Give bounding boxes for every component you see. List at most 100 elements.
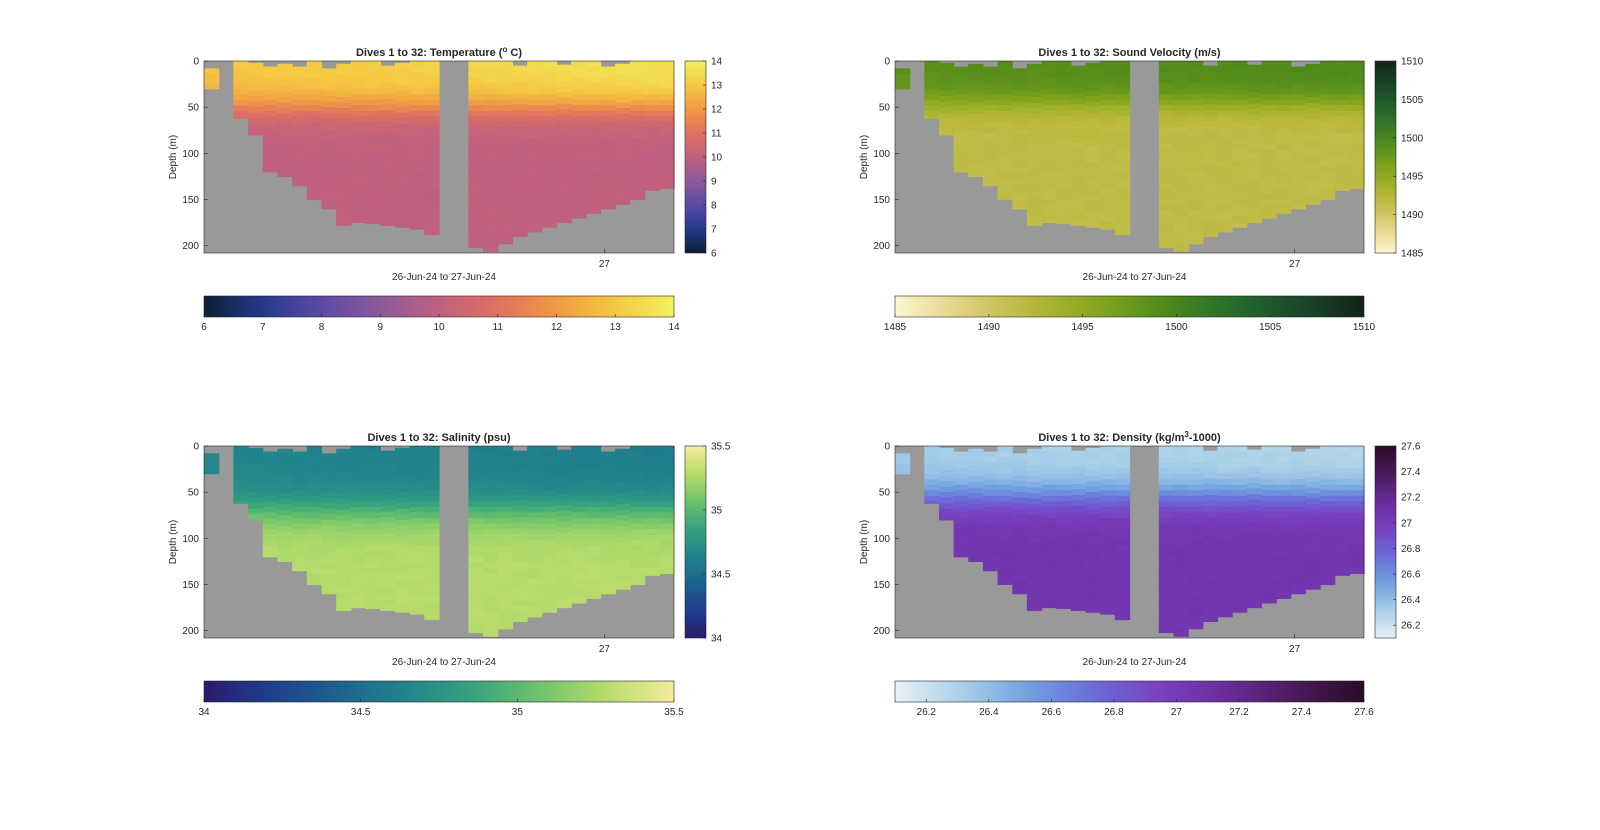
data-cell (1232, 567, 1248, 574)
data-cell (1012, 470, 1028, 477)
data-cell (497, 61, 514, 68)
data-cell (1173, 590, 1189, 597)
data-cell (659, 512, 675, 519)
data-cell (1085, 497, 1101, 504)
data-cell (336, 493, 352, 500)
data-cell (1085, 514, 1101, 521)
data-cell (556, 70, 572, 77)
data-cell (1320, 166, 1336, 173)
data-cell (336, 124, 352, 131)
data-cell (1217, 99, 1233, 106)
data-cell (497, 77, 514, 84)
data-cell (497, 506, 514, 514)
data-cell (659, 155, 675, 162)
data-cell (1173, 177, 1189, 184)
data-cell (1246, 75, 1263, 82)
data-cell (600, 66, 616, 73)
data-cell (585, 193, 602, 201)
data-cell (483, 227, 499, 234)
data-cell (1056, 72, 1072, 79)
data-cell (1070, 555, 1087, 562)
data-cell (1276, 595, 1292, 599)
data-cell (497, 523, 514, 530)
data-cell (1100, 171, 1116, 178)
data-cell (1070, 204, 1087, 211)
data-cell (483, 628, 499, 635)
data-cell (968, 91, 984, 98)
data-cell (380, 176, 396, 183)
data-cell (1100, 484, 1116, 491)
data-cell (629, 99, 646, 106)
data-cell (1026, 470, 1043, 478)
data-cell (571, 584, 587, 591)
data-cell (1202, 143, 1219, 150)
data-cell (644, 562, 660, 569)
data-cell (556, 131, 572, 138)
data-cell (1334, 506, 1350, 514)
y-tick-label: 200 (182, 626, 199, 637)
data-cell (924, 495, 940, 502)
data-cell (1100, 105, 1116, 112)
data-cell (1202, 456, 1219, 463)
data-cell (1261, 590, 1277, 597)
data-cell (409, 188, 425, 195)
data-cell (1188, 182, 1204, 189)
data-cell (997, 479, 1013, 486)
data-cell (1188, 66, 1204, 73)
data-cell (380, 109, 396, 117)
plot-area (895, 61, 1365, 253)
data-cell (938, 62, 955, 69)
data-cell (629, 573, 646, 580)
data-cell (277, 169, 293, 176)
data-cell (1232, 182, 1248, 189)
data-cell (497, 155, 514, 162)
hcolorbar-tick-label: 6 (201, 322, 207, 333)
data-cell (1276, 72, 1292, 79)
data-cell (380, 126, 396, 133)
data-cell (1188, 457, 1204, 464)
data-cell (409, 479, 425, 486)
data-cell (953, 77, 969, 84)
data-cell (409, 551, 425, 558)
data-cell (644, 127, 660, 134)
data-cell (336, 69, 352, 76)
data-cell (1334, 495, 1350, 502)
data-cell (585, 188, 602, 195)
data-cell (1290, 77, 1306, 84)
data-cell (424, 138, 440, 145)
data-cell (512, 181, 528, 189)
data-cell (1070, 170, 1087, 177)
data-cell (1334, 534, 1350, 541)
data-cell (365, 446, 381, 453)
data-cell (1188, 83, 1204, 90)
data-cell (336, 565, 352, 572)
data-cell (615, 124, 631, 131)
data-cell (248, 107, 264, 114)
data-cell (1305, 537, 1321, 544)
data-cell (1056, 121, 1072, 129)
data-cell (1232, 595, 1248, 602)
data-cell (1202, 193, 1219, 200)
data-cell (1261, 188, 1277, 195)
hcolorbar-tick-label: 34.5 (351, 707, 371, 718)
data-cell (409, 468, 425, 475)
data-cell (1217, 77, 1233, 84)
data-cell (1334, 61, 1350, 68)
data-cell (629, 495, 646, 502)
data-cell (394, 547, 411, 554)
data-cell (1290, 127, 1306, 134)
data-cell (380, 539, 396, 546)
data-cell (497, 479, 514, 486)
data-cell (1173, 149, 1189, 156)
data-cell (1217, 116, 1233, 123)
data-cell (1114, 506, 1131, 514)
data-cell (468, 205, 484, 212)
data-cell (644, 479, 660, 486)
data-cell (336, 459, 352, 466)
data-cell (468, 462, 484, 469)
data-cell (277, 465, 293, 472)
data-cell (292, 479, 308, 486)
data-cell (1276, 88, 1292, 95)
data-cell (644, 551, 660, 558)
data-cell (1305, 141, 1321, 148)
